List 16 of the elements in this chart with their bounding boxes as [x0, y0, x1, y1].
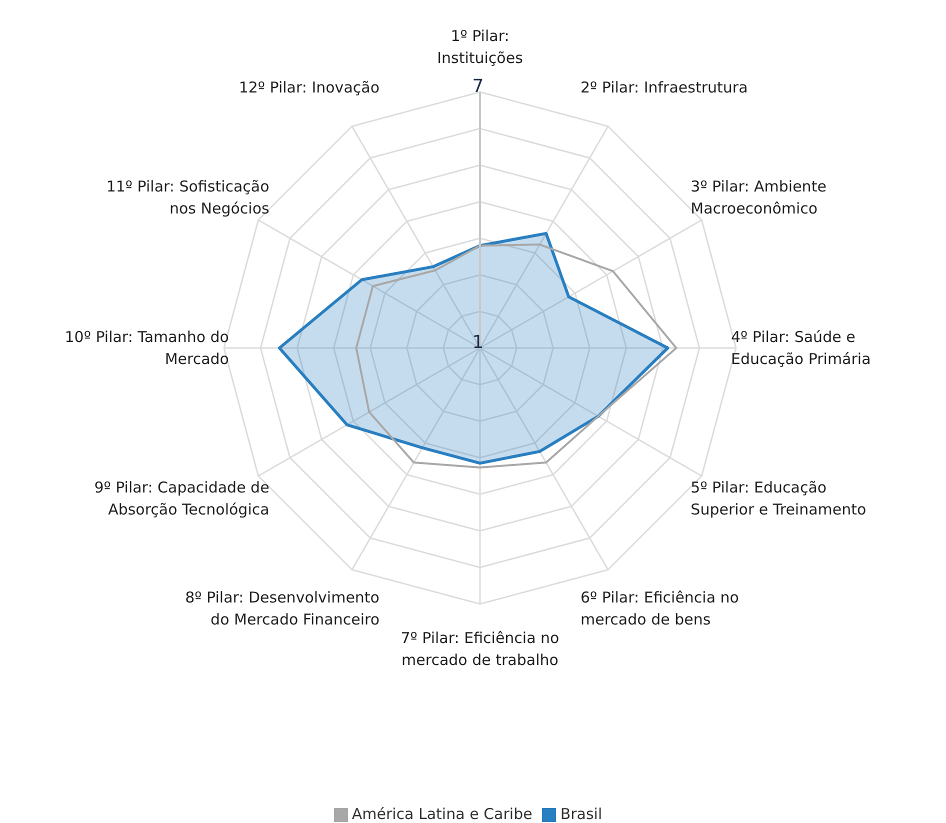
spoke-label: 1º Pilar: Instituições: [437, 27, 524, 67]
spoke-label: 4º Pilar: Saúde e Educação Primária: [731, 328, 871, 368]
spoke-label: 9º Pilar: Capacidade de Absorção Tecnológica: [94, 478, 270, 518]
y-tick-label: 1: [472, 332, 484, 353]
spoke-label: 12º Pilar: Inovação: [238, 78, 380, 96]
spoke-label: 5º Pilar: Educação Superior e Treinamento: [690, 478, 866, 518]
legend-label: América Latina e Caribe: [352, 805, 532, 823]
spoke-label: 2º Pilar: Infraestrutura: [580, 78, 748, 96]
spoke-label: 6º Pilar: Eficiência no mercado de bens: [580, 588, 739, 629]
y-tick-label: 7: [472, 76, 484, 97]
spoke-label: 8º Pilar: Desenvolvimento do Mercado Financeiro: [185, 588, 380, 629]
spoke-label: 10º Pilar: Tamanho do Mercado: [64, 328, 229, 368]
spoke-label: 11º Pilar: Sofisticação nos Negócios: [106, 178, 270, 218]
legend-label: Brasil: [560, 805, 602, 823]
spoke-label: 3º Pilar: Ambiente Macroeconômico: [690, 178, 826, 218]
spoke-label: 7º Pilar: Eficiência no mercado de trabalho: [400, 629, 560, 669]
